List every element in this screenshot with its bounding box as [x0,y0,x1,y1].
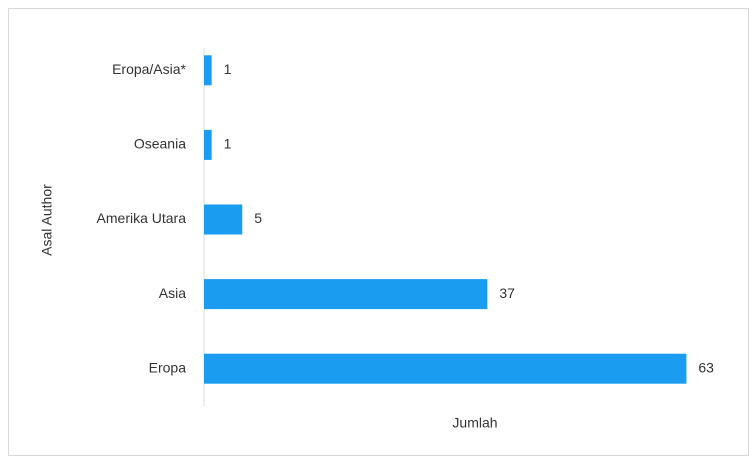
x-axis-label: Jumlah [452,415,497,431]
value-label: 1 [224,136,232,152]
y-tick-label: Amerika Utara [97,210,187,226]
bar [204,55,212,86]
value-label: 37 [499,285,515,301]
y-tick-label: Asia [159,285,186,301]
bar [204,353,687,384]
bar [204,129,212,160]
value-label: 63 [698,359,714,375]
bar [204,279,488,310]
y-tick-label: Oseania [134,136,186,152]
y-tick-label: Eropa/Asia* [112,61,186,77]
value-label: 1 [224,61,232,77]
value-label: 5 [254,210,262,226]
y-tick-label: Eropa [149,359,187,375]
bar [204,204,243,235]
y-axis-label: Asal Author [39,184,55,256]
